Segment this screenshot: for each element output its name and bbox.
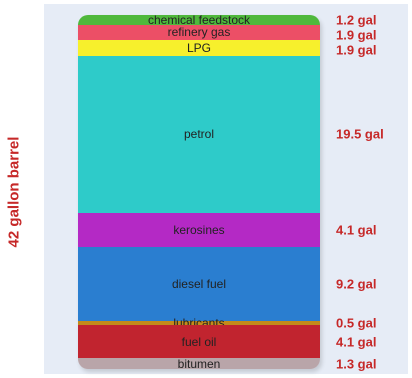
barrel-stacked-bar: chemical feedstock refinery gas LPG petrol k… bbox=[78, 15, 320, 369]
amount-label: 0.5 gal bbox=[336, 315, 377, 331]
amount-label: 1.3 gal bbox=[336, 356, 377, 372]
segment-label: fuel oil bbox=[181, 334, 217, 349]
segment-petrol: petrol bbox=[78, 55, 320, 214]
segment-fuel-oil: fuel oil bbox=[78, 325, 320, 359]
segment-label: diesel fuel bbox=[171, 276, 227, 291]
amount-label: 19.5 gal bbox=[336, 126, 384, 142]
segment-refinery-gas: refinery gas bbox=[78, 24, 320, 41]
segment-bitumen: bitumen bbox=[78, 358, 320, 369]
amount-label: 1.9 gal bbox=[336, 42, 377, 58]
segment-label: chemical feedstock bbox=[147, 15, 251, 27]
amount-label: 9.2 gal bbox=[336, 276, 377, 292]
segment-LPG: LPG bbox=[78, 40, 320, 56]
amount-label: 4.1 gal bbox=[336, 334, 377, 350]
segment-label: LPG bbox=[186, 40, 211, 55]
barrel-axis-label: 42 gallon barrel bbox=[5, 136, 23, 248]
segment-label: petrol bbox=[183, 127, 215, 142]
segment-label: bitumen bbox=[177, 356, 221, 369]
segment-label: refinery gas bbox=[167, 25, 231, 40]
amount-label: 4.1 gal bbox=[336, 222, 377, 238]
segment-label: kerosines bbox=[173, 223, 225, 238]
segment-chemical-feedstock: chemical feedstock bbox=[78, 15, 320, 27]
amount-label: 1.2 gal bbox=[336, 12, 377, 28]
segment-kerosines: kerosines bbox=[78, 213, 320, 247]
segment-diesel-fuel: diesel fuel bbox=[78, 246, 320, 322]
amount-label: 1.9 gal bbox=[336, 27, 377, 43]
